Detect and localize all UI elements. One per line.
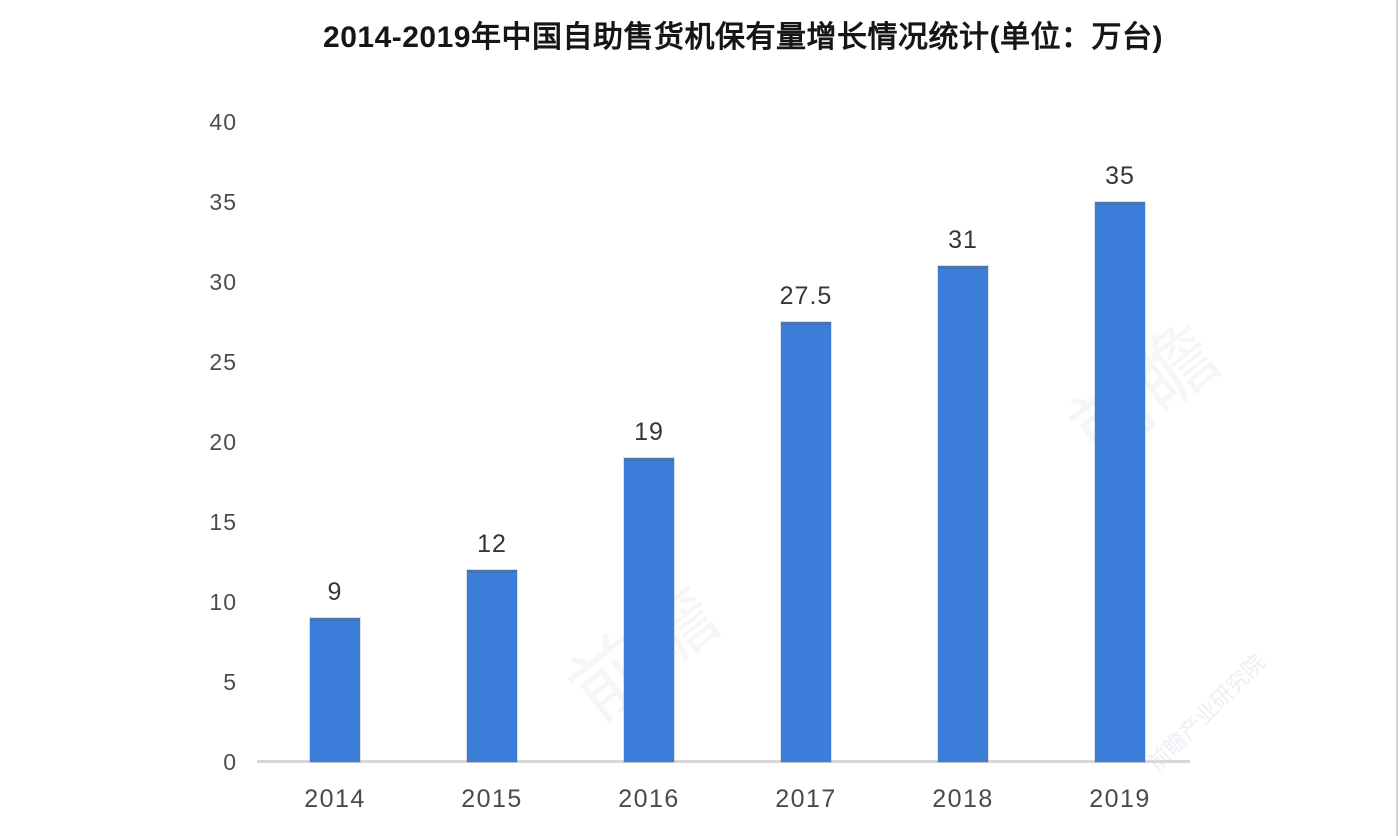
- bar-value-label-2019: 35: [1105, 162, 1135, 190]
- bar-2016: [624, 458, 674, 762]
- x-tick-label-2015: 2015: [461, 785, 523, 813]
- bar-value-label-2015: 12: [477, 530, 507, 558]
- bar-2017: [781, 322, 831, 762]
- y-tick-label-5: 5: [223, 669, 237, 695]
- bar-value-label-2017: 27.5: [779, 282, 833, 310]
- bar-value-label-2014: 9: [327, 578, 343, 606]
- x-tick-label-2018: 2018: [932, 785, 994, 813]
- y-tick-label-10: 10: [209, 589, 237, 615]
- y-tick-label-30: 30: [209, 269, 237, 295]
- x-tick-label-2017: 2017: [775, 785, 837, 813]
- y-tick-label-40: 40: [209, 109, 237, 135]
- bar-2019: [1095, 202, 1145, 762]
- y-tick-label-25: 25: [209, 349, 237, 375]
- y-tick-label-35: 35: [209, 189, 237, 215]
- x-tick-label-2016: 2016: [618, 785, 680, 813]
- bar-2014: [310, 618, 360, 762]
- bar-2015: [467, 570, 517, 762]
- watermark-text-corner: 前瞻产业研究院: [1143, 649, 1270, 776]
- bar-value-label-2018: 31: [948, 226, 978, 254]
- y-tick-label-20: 20: [209, 429, 237, 455]
- y-tick-label-15: 15: [209, 509, 237, 535]
- bar-value-label-2016: 19: [634, 418, 664, 446]
- x-axis-line: [257, 760, 1190, 763]
- chart-title: 2014-2019年中国自助售货机保有量增长情况统计(单位：万台): [323, 21, 1163, 54]
- x-tick-label-2014: 2014: [304, 785, 366, 813]
- bar-2018: [938, 266, 988, 762]
- right-edge-line: [1396, 0, 1398, 836]
- y-tick-label-0: 0: [223, 749, 237, 775]
- x-tick-label-2019: 2019: [1089, 785, 1151, 813]
